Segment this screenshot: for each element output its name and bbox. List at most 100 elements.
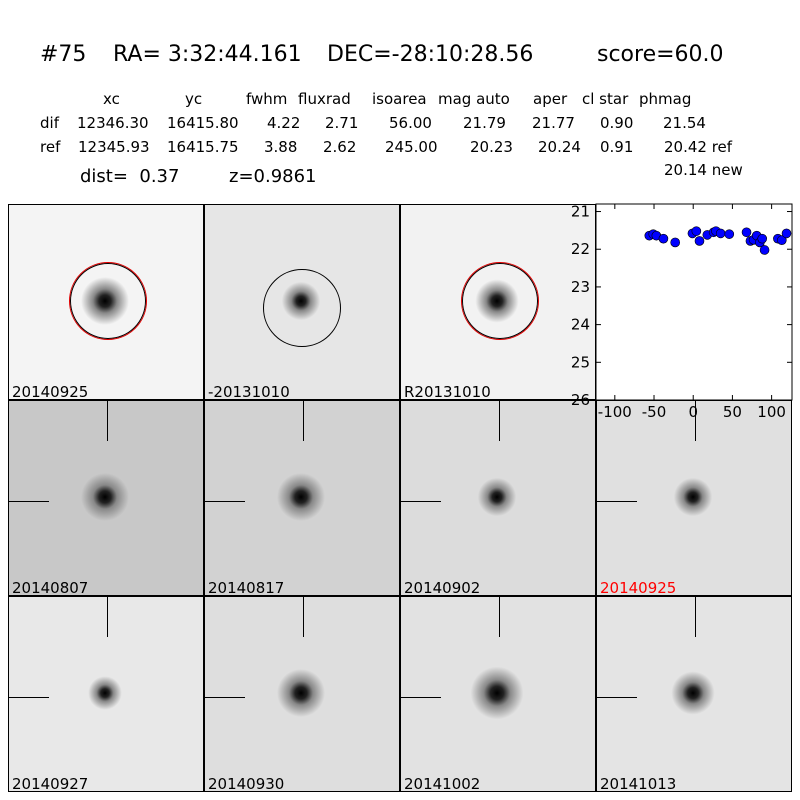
aperture-circle bbox=[461, 262, 539, 340]
column-header: cl star bbox=[582, 90, 629, 108]
column-header: fwhm bbox=[246, 90, 288, 108]
data-point bbox=[777, 235, 787, 245]
crosshair-horizontal bbox=[205, 697, 245, 698]
stamp-date-label: 20140925 bbox=[600, 579, 677, 596]
column-header: mag auto bbox=[438, 90, 510, 108]
crosshair-horizontal bbox=[597, 697, 637, 698]
x-tick-label: 0 bbox=[688, 403, 698, 421]
crosshair-horizontal bbox=[9, 501, 49, 502]
table-cell: 2.71 bbox=[325, 114, 359, 132]
crosshair-vertical bbox=[303, 401, 304, 441]
aperture-circle bbox=[263, 269, 341, 347]
table-cell: 12346.30 bbox=[77, 114, 149, 132]
row-label: ref bbox=[40, 138, 61, 156]
image-stamp[interactable]: 20140807 bbox=[8, 400, 204, 596]
x-tick-label: 50 bbox=[723, 403, 742, 421]
stamp-date-label: 20140930 bbox=[208, 775, 285, 792]
table-cell: 21.79 bbox=[463, 114, 506, 132]
image-stamp[interactable]: 20141013 bbox=[596, 596, 792, 792]
image-stamp[interactable]: 20140925 bbox=[8, 204, 204, 400]
column-header: xc bbox=[103, 90, 120, 108]
stamp-date-label: 20140902 bbox=[404, 579, 481, 596]
column-header: aper bbox=[533, 90, 568, 108]
dec: DEC=-28:10:28.56 bbox=[327, 42, 534, 67]
score: score=60.0 bbox=[597, 42, 724, 67]
crosshair-horizontal bbox=[9, 697, 49, 698]
ra: RA= 3:32:44.161 bbox=[113, 42, 302, 67]
table-cell: 21.77 bbox=[532, 114, 575, 132]
data-point bbox=[781, 228, 792, 239]
table-cell: 20.42 ref bbox=[664, 138, 733, 156]
data-point bbox=[658, 233, 669, 244]
stamp-date-label: 20140925 bbox=[12, 383, 89, 400]
crosshair-vertical bbox=[695, 597, 696, 637]
crosshair-vertical bbox=[303, 597, 304, 637]
data-point bbox=[715, 228, 726, 239]
table-cell: 4.22 bbox=[267, 114, 301, 132]
table-cell: 21.54 bbox=[663, 114, 706, 132]
aperture-circle bbox=[69, 262, 147, 340]
crosshair-vertical bbox=[107, 597, 108, 637]
data-point bbox=[694, 236, 705, 246]
column-header: phmag bbox=[639, 90, 692, 108]
table-cell: 16415.75 bbox=[167, 138, 239, 156]
crosshair-vertical bbox=[499, 401, 500, 441]
data-point bbox=[759, 245, 770, 255]
crosshair-horizontal bbox=[205, 501, 245, 502]
crosshair-horizontal bbox=[401, 697, 441, 698]
y-tick-label: 26 bbox=[571, 391, 590, 409]
stamp-date-label: 20141013 bbox=[600, 775, 677, 792]
crosshair-vertical bbox=[499, 597, 500, 637]
stamp-date-label: 20141002 bbox=[404, 775, 481, 792]
table-cell: 20.23 bbox=[470, 138, 513, 156]
x-tick-label: 100 bbox=[757, 403, 786, 421]
data-point bbox=[757, 233, 768, 244]
dist: dist= 0.37 bbox=[80, 166, 180, 187]
image-stamp[interactable]: 20140902 bbox=[400, 400, 596, 596]
table-cell: 16415.80 bbox=[167, 114, 239, 132]
candidate-id: #75 bbox=[40, 42, 87, 67]
stamp-date-label: -20131010 bbox=[208, 383, 290, 400]
column-header: isoarea bbox=[372, 90, 427, 108]
crosshair-vertical bbox=[695, 401, 696, 441]
crosshair-horizontal bbox=[401, 501, 441, 502]
stamp-date-label: R20131010 bbox=[404, 383, 491, 400]
stamp-date-label: 20140817 bbox=[208, 579, 285, 596]
stamp-date-label: 20140927 bbox=[12, 775, 89, 792]
table-cell: 20.24 bbox=[538, 138, 581, 156]
z-value: z=0.9861 bbox=[229, 166, 317, 187]
y-tick-label: 25 bbox=[571, 353, 590, 371]
table-cell: 245.00 bbox=[385, 138, 438, 156]
column-header: yc bbox=[185, 90, 203, 108]
data-point bbox=[670, 237, 680, 248]
table-cell: 2.62 bbox=[323, 138, 357, 156]
table-cell: 0.91 bbox=[600, 138, 634, 156]
image-stamp[interactable]: 20140817 bbox=[204, 400, 400, 596]
data-point bbox=[724, 229, 735, 239]
row-label: dif bbox=[40, 114, 59, 132]
crosshair-vertical bbox=[107, 401, 108, 441]
image-stamp[interactable]: 20141002 bbox=[400, 596, 596, 792]
y-tick-label: 22 bbox=[571, 240, 590, 258]
y-tick-label: 24 bbox=[571, 316, 590, 334]
table-cell: 12345.93 bbox=[78, 138, 150, 156]
table-cell: 56.00 bbox=[389, 114, 432, 132]
y-tick-label: 21 bbox=[571, 203, 590, 221]
image-stamp[interactable]: R20131010 bbox=[400, 204, 596, 400]
table-cell: 0.90 bbox=[600, 114, 634, 132]
image-stamp[interactable]: 20140925 bbox=[596, 400, 792, 596]
stamp-date-label: 20140807 bbox=[12, 579, 89, 596]
image-stamp[interactable]: 20140930 bbox=[204, 596, 400, 792]
new-mag: 20.14 new bbox=[664, 161, 743, 179]
image-stamp[interactable]: -20131010 bbox=[204, 204, 400, 400]
image-stamp[interactable]: 20140927 bbox=[8, 596, 204, 792]
data-point bbox=[691, 226, 702, 236]
y-tick-label: 23 bbox=[571, 278, 590, 296]
magnitude-scatter-plot: -100 -50 0 50 100 21 22 23 24 25 26 bbox=[571, 203, 793, 421]
table-cell: 3.88 bbox=[264, 138, 298, 156]
crosshair-horizontal bbox=[597, 501, 637, 502]
column-header: fluxrad bbox=[298, 90, 351, 108]
x-tick-label: -100 bbox=[598, 403, 632, 421]
data-point bbox=[741, 227, 752, 238]
